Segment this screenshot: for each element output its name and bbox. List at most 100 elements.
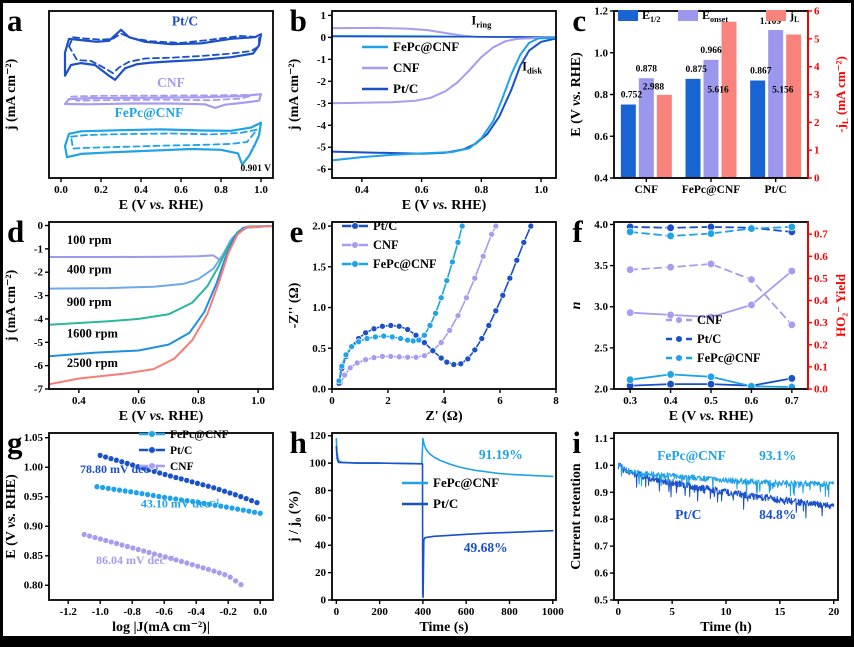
svg-text:4: 4	[814, 61, 820, 73]
svg-text:log |J(mA cm⁻²)|: log |J(mA cm⁻²)|	[112, 620, 210, 635]
svg-text:400 rpm: 400 rpm	[67, 262, 112, 276]
svg-text:j (mA cm⁻²): j (mA cm⁻²)	[4, 269, 19, 342]
svg-text:-1: -1	[34, 243, 43, 255]
panel-h: h 0 200 400 600 800 1000 0 20 40 60 80 100 120 Time (…	[286, 425, 569, 636]
svg-text:4: 4	[441, 395, 447, 407]
svg-text:1600 rpm: 1600 rpm	[67, 327, 119, 341]
svg-text:0.5: 0.5	[704, 395, 718, 407]
svg-text:2: 2	[814, 117, 820, 129]
svg-text:15: 15	[775, 606, 787, 618]
svg-text:Pt/C: Pt/C	[373, 219, 397, 233]
svg-text:1.0: 1.0	[312, 302, 326, 314]
svg-text:0.4: 0.4	[134, 184, 148, 196]
svg-text:0.6: 0.6	[595, 568, 609, 580]
svg-text:2: 2	[385, 395, 391, 407]
panel-d-chart: 0.4 0.6 0.8 1.0 0 -1 -2 -3 -4 -5 -6 -7 E (V vs. RHE)…	[4, 220, 274, 424]
panel-b-letter: b	[289, 3, 307, 38]
svg-text:1.5: 1.5	[312, 261, 326, 273]
svg-text:1.0: 1.0	[251, 395, 265, 407]
svg-text:5: 5	[670, 606, 676, 618]
panel-g-chart: -1.2 -1.0 -0.8 -0.6 -0.4 -0.2 0.0 0.80 0.85 0.90 0…	[4, 429, 274, 635]
svg-text:1: 1	[814, 145, 820, 157]
svg-text:0.8: 0.8	[474, 184, 488, 196]
panel-b-chart: 0.4 0.6 0.8 1.0 1 0 -1 -2 -3 -4 -5 -6 E (V vs. RHE) j…	[287, 10, 557, 213]
svg-text:0: 0	[333, 606, 339, 618]
svg-text:1000: 1000	[541, 606, 564, 618]
svg-text:0.5: 0.5	[312, 343, 326, 355]
panel-c-chart: CNF FePc@CNF Pt/C 0.4 0.6 0.8 1.0 1.2 0 1 2 3 4 5 6 -jL…	[569, 6, 850, 197]
panel-e-chart: 0 2 4 6 8 0.0 0.5 1.0 1.5 2.0 Z' (Ω) -Z'' (Ω) Pt/C CN…	[287, 219, 559, 424]
svg-text:n: n	[569, 301, 584, 309]
svg-text:-7: -7	[34, 384, 44, 396]
svg-text:E (V vs. RHE): E (V vs. RHE)	[4, 474, 19, 559]
svg-text:80: 80	[315, 485, 327, 497]
svg-text:0.752: 0.752	[621, 91, 643, 101]
svg-text:1.1: 1.1	[595, 433, 609, 445]
svg-text:0.4: 0.4	[814, 295, 828, 307]
svg-text:Pt/C: Pt/C	[433, 496, 458, 511]
svg-text:800: 800	[501, 606, 518, 618]
svg-text:49.68%: 49.68%	[463, 540, 507, 555]
svg-text:0.7: 0.7	[814, 229, 828, 241]
svg-text:60: 60	[315, 512, 327, 524]
panel-d-letter: d	[7, 214, 25, 249]
svg-text:0.6: 0.6	[414, 184, 428, 196]
svg-text:0.6: 0.6	[595, 131, 609, 143]
panel-d: d 0.4 0.6 0.8 1.0 0 -1 -2 -3 -4 -5 -6 -7 E (V vs. RH…	[3, 214, 286, 425]
svg-text:0.4: 0.4	[595, 173, 609, 185]
svg-text:Pt/C: Pt/C	[172, 14, 198, 29]
svg-text:Eonset: Eonset	[702, 8, 728, 24]
svg-text:-1.0: -1.0	[91, 606, 109, 618]
svg-text:2.0: 2.0	[595, 384, 609, 396]
svg-text:2.0: 2.0	[312, 221, 326, 233]
svg-text:1.0: 1.0	[595, 47, 609, 59]
svg-text:j (mA cm⁻²): j (mA cm⁻²)	[287, 58, 302, 131]
svg-text:0.0: 0.0	[312, 384, 326, 396]
svg-text:0.3: 0.3	[624, 395, 638, 407]
svg-text:0.80: 0.80	[24, 580, 44, 592]
panel-e: e 0 2 4 6 8 0.0 0.5 1.0 1.5 2.0 Z' (Ω) -Z'' (Ω) Pt/C…	[286, 214, 569, 425]
svg-text:0: 0	[616, 606, 622, 618]
svg-text:Time (h): Time (h)	[701, 620, 753, 635]
svg-text:1.00: 1.00	[24, 462, 44, 474]
svg-text:0.2: 0.2	[814, 339, 828, 351]
svg-text:40: 40	[315, 540, 327, 552]
svg-text:0.878: 0.878	[636, 64, 658, 74]
svg-text:-5: -5	[316, 142, 326, 154]
svg-text:-4: -4	[316, 120, 326, 132]
panel-c: c CNF FePc@CNF Pt/C 0.4 0.6 0.8 1.0 1.2 0 1 2 3 4 5 6 -…	[568, 3, 851, 214]
svg-text:Iring: Iring	[471, 14, 492, 30]
svg-text:FePc@CNF: FePc@CNF	[433, 475, 499, 490]
svg-text:0: 0	[38, 220, 44, 232]
svg-text:E (V vs. RHE): E (V vs. RHE)	[119, 409, 204, 424]
svg-text:-1: -1	[316, 54, 325, 66]
svg-text:0.85: 0.85	[24, 550, 44, 562]
svg-text:0.0: 0.0	[54, 184, 68, 196]
svg-text:-4: -4	[34, 313, 44, 325]
panel-g-letter: g	[7, 425, 23, 460]
svg-text:0.8: 0.8	[191, 395, 205, 407]
svg-text:E (V vs. RHE): E (V vs. RHE)	[119, 198, 204, 213]
svg-text:0: 0	[320, 595, 326, 607]
svg-text:0.8: 0.8	[595, 89, 609, 101]
svg-text:-2: -2	[316, 76, 326, 88]
svg-text:0.5: 0.5	[595, 595, 609, 607]
panel-a-chart: 0.0 0.2 0.4 0.6 0.8 1.0 E (V vs. RHE) j (mA cm⁻…	[4, 10, 274, 213]
svg-text:0.95: 0.95	[24, 491, 44, 503]
svg-text:0.6: 0.6	[814, 251, 828, 263]
svg-text:-2: -2	[34, 267, 44, 279]
svg-text:2.988: 2.988	[643, 82, 665, 92]
panel-a: a 0.0 0.2 0.4 0.6 0.8 1.0 E (V vs. RHE) j (mA c…	[3, 3, 286, 214]
svg-text:84.8%: 84.8%	[759, 507, 796, 522]
panel-b: b 0.4 0.6 0.8 1.0 1 0 -1 -2 -3 -4 -5 -6 E (V vs. RHE…	[286, 3, 569, 214]
svg-text:900 rpm: 900 rpm	[67, 295, 112, 309]
svg-text:E (V vs. RHE): E (V vs. RHE)	[569, 52, 584, 137]
svg-text:2500 rpm: 2500 rpm	[67, 356, 119, 370]
svg-text:FePc@CNF: FePc@CNF	[682, 184, 741, 196]
svg-text:0.4: 0.4	[664, 395, 678, 407]
svg-text:4.0: 4.0	[595, 219, 609, 231]
svg-text:0.7: 0.7	[595, 541, 609, 553]
svg-text:FePc@CNF: FePc@CNF	[393, 39, 459, 54]
svg-text:0.6: 0.6	[745, 395, 759, 407]
